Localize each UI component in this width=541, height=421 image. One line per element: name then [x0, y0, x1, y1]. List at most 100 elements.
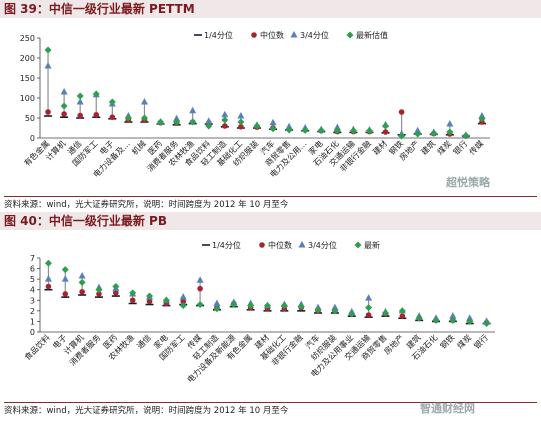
- q3-marker: [365, 294, 373, 301]
- q3-marker: [414, 126, 422, 134]
- latest-marker: [76, 92, 84, 100]
- median-marker: [109, 114, 116, 120]
- q3-marker: [189, 106, 197, 114]
- latest-marker: [462, 132, 470, 140]
- q3-marker: [237, 112, 245, 119]
- y-tick-label: 150: [20, 74, 35, 83]
- latest-marker: [297, 303, 305, 311]
- q3-marker: [446, 120, 454, 127]
- y-tick-label: 7: [30, 254, 35, 263]
- latest-marker: [230, 301, 238, 309]
- latest-marker: [346, 31, 354, 39]
- median-marker: [96, 291, 102, 297]
- x-tick-label: 煤炭: [435, 138, 453, 156]
- latest-marker: [398, 132, 406, 140]
- y-tick-label: 1: [30, 317, 35, 326]
- median-marker: [259, 242, 265, 248]
- q3-marker: [205, 117, 213, 124]
- latest-marker: [354, 241, 362, 249]
- latest-marker: [301, 126, 309, 134]
- median-marker: [398, 109, 405, 115]
- q3-marker: [213, 299, 221, 306]
- latest-marker: [415, 314, 423, 322]
- latest-marker: [466, 317, 474, 325]
- q3-marker: [44, 62, 52, 69]
- source-note: 资料来源：wind，光大证券研究所，说明：时间跨度为 2012 年 10 月至今: [4, 406, 289, 416]
- latest-marker: [314, 306, 322, 314]
- figure-title: 图 39：中信一级行业最新 PETTM: [0, 0, 541, 18]
- x-tick-label: 建材: [371, 138, 389, 156]
- q3-marker: [333, 123, 341, 131]
- latest-marker: [430, 129, 438, 137]
- latest-marker: [95, 286, 103, 294]
- q3-marker: [285, 122, 293, 130]
- latest-marker: [264, 302, 271, 310]
- median-marker: [62, 291, 69, 297]
- q3-marker: [44, 275, 52, 282]
- median-marker: [61, 111, 67, 117]
- x-tick-label: 煤炭: [455, 332, 473, 350]
- q3-marker: [298, 241, 306, 248]
- q3-marker: [221, 110, 229, 118]
- pettm-chart: 050100150200250有色金属计算机通信国防军工电子电力设备及…机械医药…: [20, 30, 490, 179]
- latest-marker: [221, 116, 229, 124]
- latest-marker: [269, 125, 277, 133]
- latest-marker: [365, 127, 373, 135]
- median-marker: [365, 312, 372, 318]
- divider: [4, 402, 537, 403]
- q3-marker: [331, 303, 339, 311]
- latest-marker: [365, 304, 373, 312]
- q3-marker: [179, 293, 187, 300]
- median-marker: [251, 32, 257, 38]
- latest-marker: [60, 102, 68, 110]
- median-marker: [146, 298, 153, 305]
- median-marker: [197, 285, 203, 292]
- y-tick-label: 0: [30, 328, 35, 337]
- latest-marker: [112, 283, 120, 291]
- watermark-text: 超悦策略: [446, 176, 490, 189]
- latest-marker: [348, 310, 356, 318]
- latest-marker: [432, 316, 440, 324]
- latest-marker: [483, 320, 491, 328]
- legend-label: 最新估值: [356, 30, 388, 40]
- q3-marker: [140, 98, 148, 105]
- y-tick-label: 250: [20, 34, 35, 43]
- x-tick-label: 银行: [451, 138, 469, 156]
- y-tick-label: 6: [30, 265, 35, 274]
- q3-marker: [76, 98, 84, 105]
- y-tick-label: 5: [30, 275, 35, 284]
- latest-marker: [382, 122, 390, 130]
- legend-label: 1/4分位: [204, 30, 233, 40]
- latest-marker: [285, 126, 293, 134]
- median-marker: [45, 109, 51, 115]
- median-marker: [238, 124, 244, 130]
- median-marker: [93, 112, 100, 118]
- legend-label: 中位数: [260, 30, 284, 40]
- legend-label: 3/4分位: [308, 240, 337, 250]
- legend-label: 1/4分位: [212, 240, 241, 250]
- x-tick-label: 机械: [129, 138, 147, 156]
- y-tick-label: 200: [20, 54, 35, 63]
- median-marker: [129, 297, 136, 304]
- latest-marker: [398, 307, 406, 315]
- latest-marker: [449, 316, 457, 324]
- y-tick-label: 0: [30, 134, 35, 143]
- q3-marker: [269, 118, 277, 126]
- x-tick-label: 食品饮料: [22, 332, 52, 362]
- y-tick-label: 2: [30, 307, 35, 316]
- latest-marker: [108, 98, 116, 106]
- latest-marker: [196, 301, 204, 309]
- latest-marker: [237, 118, 245, 126]
- latest-marker: [253, 122, 261, 130]
- latest-marker: [478, 115, 486, 123]
- watermark-text: 智通财经网: [420, 402, 475, 415]
- q3-marker: [61, 275, 69, 282]
- legend-label: 3/4分位: [300, 30, 329, 40]
- latest-marker: [140, 114, 148, 122]
- legend-label: 最新: [364, 240, 380, 250]
- latest-marker: [189, 118, 197, 126]
- latest-marker: [129, 289, 137, 297]
- q3-marker: [60, 88, 68, 95]
- x-tick-label: 银行: [472, 332, 490, 350]
- latest-marker: [44, 259, 52, 267]
